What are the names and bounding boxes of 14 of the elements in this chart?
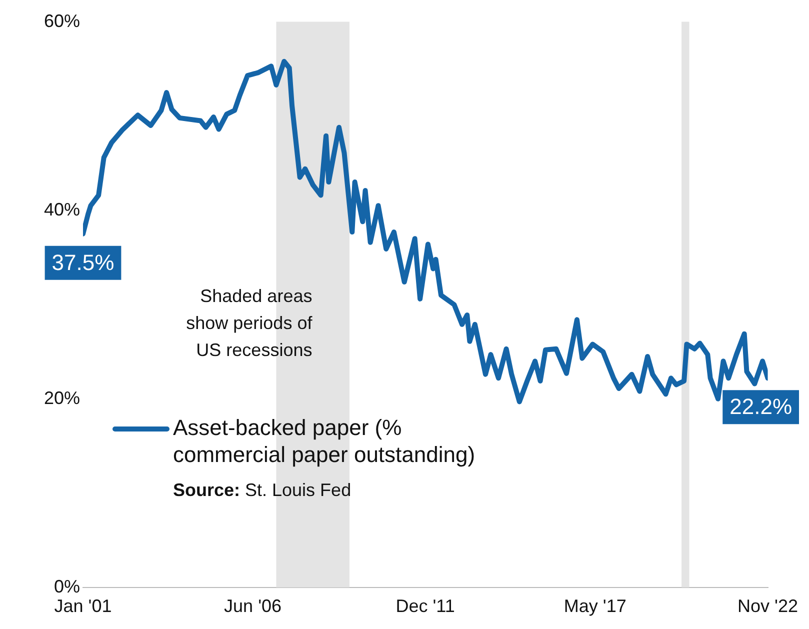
y-tick-label: 40% (44, 199, 80, 220)
x-tick-label: Jun '06 (224, 596, 282, 616)
x-tick-label: Dec '11 (396, 596, 455, 616)
x-tick-label: Jan '01 (54, 596, 112, 616)
annotation: 22.2% (730, 394, 792, 420)
annotation: 37.5% (52, 250, 114, 275)
legend-label: Asset-backed paper (% commercial paper outstanding) (173, 415, 476, 468)
annotation: Source: St. Louis Fed (173, 480, 352, 500)
y-tick-label: 60% (44, 10, 80, 31)
annotation: Shaded areas show periods of US recessions (186, 286, 314, 360)
x-tick-label: Nov '22 (738, 596, 798, 616)
y-tick-label: 0% (54, 576, 80, 596)
x-tick-label: May '17 (564, 596, 626, 616)
y-tick-label: 20% (44, 388, 80, 408)
